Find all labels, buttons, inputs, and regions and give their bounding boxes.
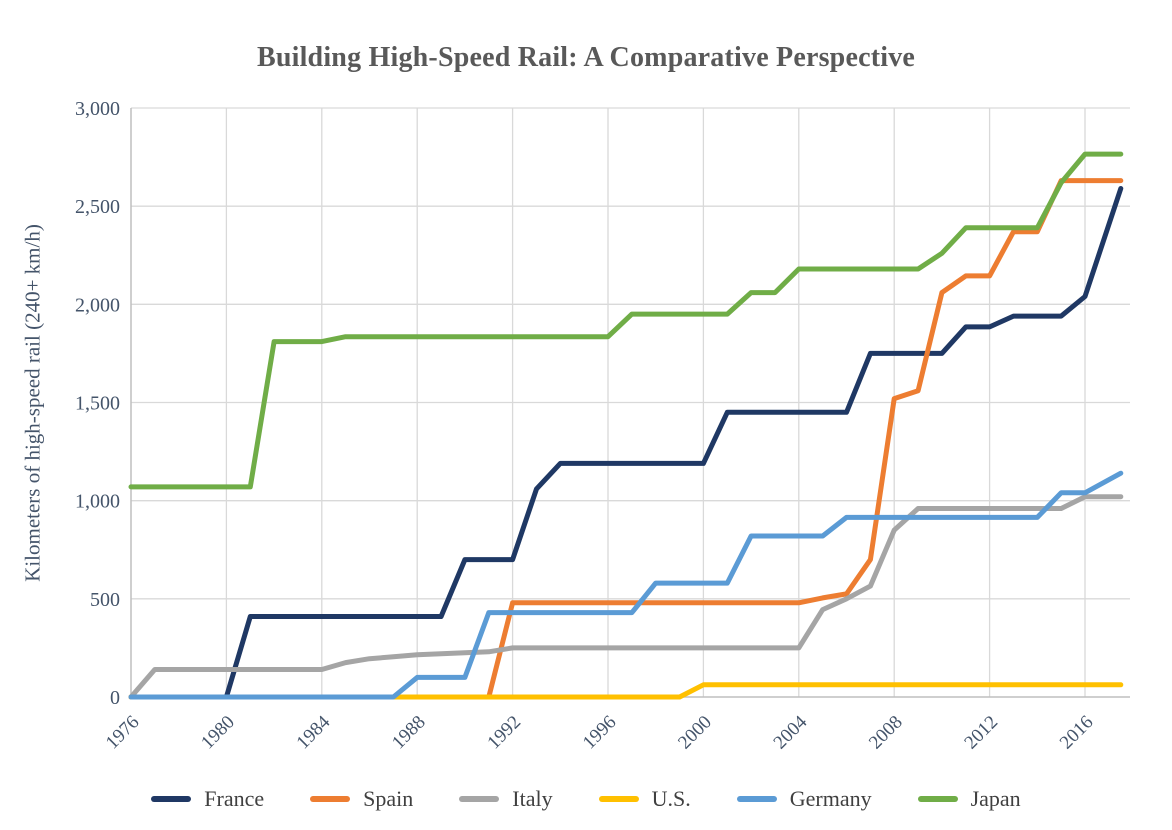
- y-tick-label: 500: [90, 589, 120, 611]
- series-line-france: [128, 186, 1124, 700]
- y-tick-label: 0: [110, 687, 120, 709]
- legend-swatch: [598, 796, 639, 802]
- legend-item-italy: Italy: [459, 786, 553, 812]
- x-tick-label: 2016: [1056, 712, 1098, 754]
- y-tick-label: 1,000: [75, 491, 120, 513]
- x-tick-label: 2004: [770, 711, 812, 753]
- series-line-spain: [128, 178, 1124, 700]
- legend-label: France: [204, 786, 265, 811]
- x-tick-label: 1980: [197, 712, 239, 754]
- x-tick-label: 1984: [293, 711, 335, 753]
- legend-item-spain: Spain: [310, 786, 413, 812]
- x-tick-label: 1992: [483, 712, 525, 754]
- series-line-italy: [128, 494, 1124, 700]
- legend: France Spain Italy U.S. Germany Japan: [0, 786, 1172, 812]
- series-line-germany: [128, 470, 1124, 700]
- legend-item-us: U.S.: [598, 786, 691, 812]
- legend-swatch: [151, 796, 192, 802]
- x-tick-label: 1976: [102, 712, 144, 754]
- y-tick-label: 2,500: [75, 196, 120, 218]
- y-tick-label: 2,000: [75, 294, 120, 316]
- legend-label: Italy: [512, 786, 553, 811]
- legend-swatch: [736, 796, 777, 802]
- y-tick-label: 1,500: [75, 393, 120, 415]
- chart-title: Building High-Speed Rail: A Comparative …: [256, 42, 916, 73]
- legend-item-germany: Germany: [736, 786, 872, 812]
- legend-swatch: [310, 796, 351, 802]
- series-line-us: [128, 682, 1124, 700]
- x-tick-label: 1988: [388, 712, 430, 754]
- series-line-japan: [128, 151, 1124, 490]
- legend-label: Japan: [970, 786, 1021, 811]
- x-tick-label: 2008: [865, 712, 907, 754]
- legend-label: Spain: [363, 786, 414, 811]
- x-tick-label: 2012: [960, 712, 1002, 754]
- legend-item-japan: Japan: [917, 786, 1021, 812]
- y-tick-label: 3,000: [75, 98, 120, 120]
- legend-swatch: [459, 796, 500, 802]
- legend-item-france: France: [151, 786, 264, 812]
- x-tick-label: 2000: [674, 712, 716, 754]
- legend-label: Germany: [789, 786, 872, 811]
- legend-swatch: [917, 796, 958, 802]
- legend-label: U.S.: [651, 786, 691, 811]
- x-tick-label: 1996: [579, 712, 621, 754]
